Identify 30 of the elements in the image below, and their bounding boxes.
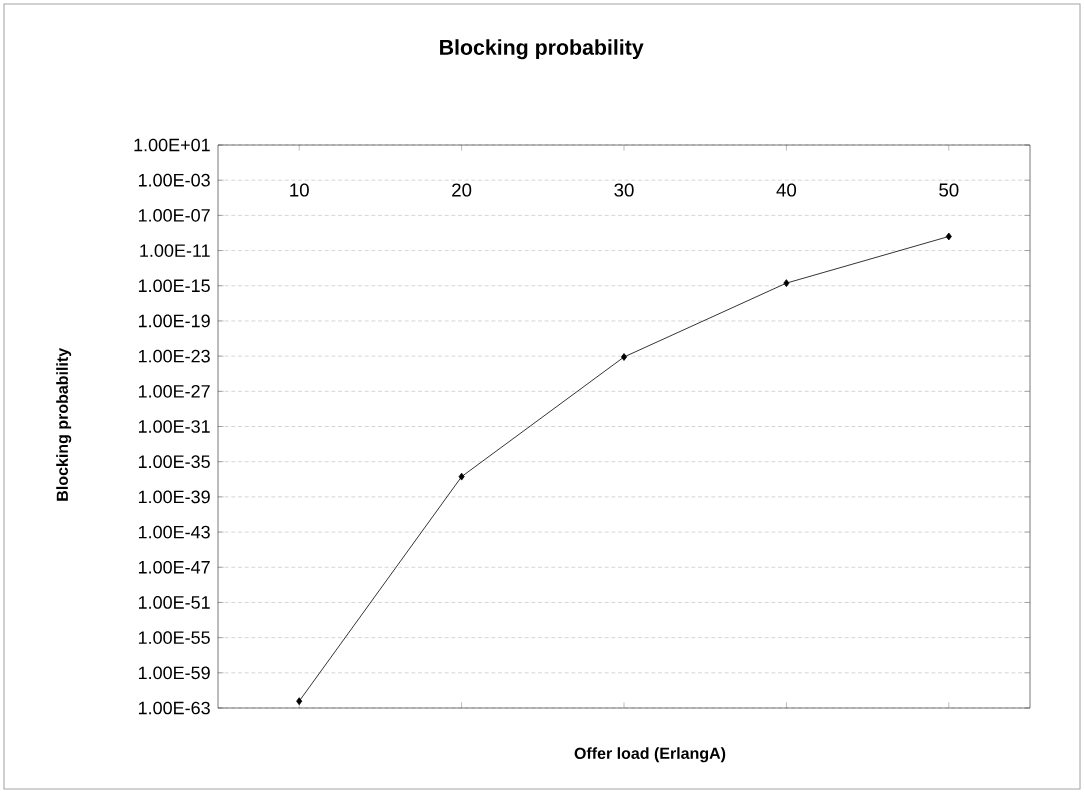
y-tick-label: 1.00E-47 <box>138 560 210 574</box>
y-tick-label: 1.00E-23 <box>138 349 210 363</box>
y-axis-title: Blocking probability <box>56 348 72 501</box>
y-tick-label: 1.00E-55 <box>138 631 210 644</box>
x-tick-label: 50 <box>939 183 959 197</box>
y-tick-label: 1.00E-39 <box>138 490 210 504</box>
y-tick-label: 1.00E-51 <box>138 596 210 609</box>
y-tick-label: 1.00E-03 <box>138 173 210 187</box>
point <box>783 279 790 287</box>
y-tick-label: 1.00E-63 <box>138 701 210 715</box>
y-tick-label: 1.00E-19 <box>138 314 210 328</box>
y-tick-label: 1.00E-27 <box>138 384 210 398</box>
point <box>945 232 952 241</box>
x-tick-label: 40 <box>776 183 797 197</box>
point <box>621 353 627 361</box>
y-tick-label: 1.00E-31 <box>138 420 210 433</box>
y-tick-label: 1.00E-11 <box>140 244 210 257</box>
chart-title: Blocking probability <box>440 39 644 60</box>
x-tick-label: 20 <box>452 183 472 197</box>
x-tick-label: 10 <box>290 183 309 197</box>
x-tick-label: 30 <box>614 183 634 197</box>
point <box>458 472 465 481</box>
point <box>296 697 303 706</box>
y-tick-label: 1.00E-43 <box>138 525 210 539</box>
x-axis-title: Offer load (ErlangA) <box>574 747 726 763</box>
y-tick-label: 1.00E+01 <box>134 138 210 152</box>
y-tick-label: 1.00E-35 <box>138 455 210 469</box>
y-tick-label: 1.00E-59 <box>138 666 210 680</box>
y-tick-label: 1.00E-15 <box>138 279 210 293</box>
y-tick-label: 1.00E-07 <box>138 209 210 222</box>
